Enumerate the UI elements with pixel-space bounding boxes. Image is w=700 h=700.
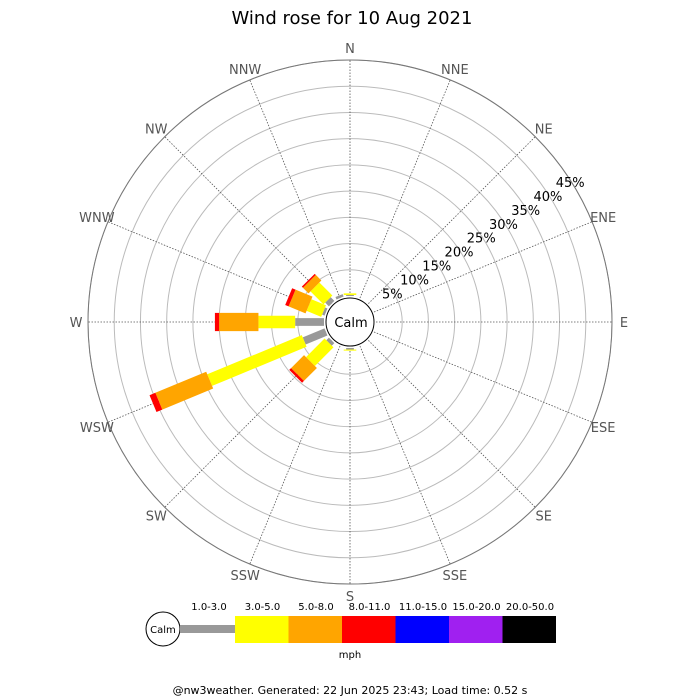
- bar-wsw-bin2: [207, 335, 307, 386]
- spoke-se: [368, 340, 536, 508]
- direction-label-nw: NW: [145, 122, 168, 137]
- percent-label: 35%: [511, 204, 540, 219]
- legend-swatch-bin7: [502, 616, 556, 643]
- legend-label-bin4: 8.0-11.0: [349, 602, 391, 613]
- bar-s-bin2: [343, 349, 357, 351]
- spoke-ene: [373, 221, 593, 313]
- spoke-ne: [368, 136, 536, 304]
- spoke-ssw: [249, 345, 341, 565]
- calm-circle: [325, 297, 375, 347]
- bar-nw-bin3: [302, 274, 322, 294]
- legend-calm-label: Calm: [150, 625, 176, 636]
- direction-label-n: N: [345, 42, 355, 57]
- direction-label-w: W: [70, 316, 83, 331]
- direction-label-sw: SW: [146, 510, 167, 525]
- bar-n-bin1: [346, 294, 354, 296]
- bar-nw-bin1: [325, 297, 335, 307]
- direction-label-ne: NE: [535, 122, 553, 137]
- spoke-nw: [164, 136, 332, 304]
- direction-label-wnw: WNW: [79, 211, 115, 226]
- legend-label-bin1: 1.0-3.0: [191, 602, 226, 613]
- bar-nw-bin4: [301, 273, 316, 288]
- radial-grid: [87, 59, 613, 585]
- legend-unit: mph: [339, 650, 361, 661]
- footer-text: @nw3weather. Generated: 22 Jun 2025 23:4…: [172, 684, 528, 697]
- wind-bars: [149, 273, 357, 413]
- legend-swatch-bin1: [180, 625, 235, 633]
- bar-sw-bin1: [326, 337, 335, 346]
- bar-w-bin1: [295, 318, 324, 326]
- bar-wnw-bin1: [322, 307, 328, 316]
- percent-labels: 5%10%15%20%25%30%35%40%45%: [382, 176, 585, 302]
- legend-label-bin7: 20.0-50.0: [506, 602, 554, 613]
- grid-ring: [113, 85, 587, 559]
- direction-label-nne: NNE: [441, 63, 469, 78]
- spoke-nne: [359, 79, 451, 299]
- direction-label-nnw: NNW: [229, 63, 261, 78]
- direction-label-ese: ESE: [591, 421, 616, 436]
- direction-label-sse: SSE: [442, 569, 467, 584]
- bar-wsw-bin4: [149, 392, 163, 413]
- direction-labels: N NNE NE ENE E ESE SE SSE S SSW SW WSW W WNW NW NNW: [70, 42, 629, 605]
- percent-label: 30%: [489, 218, 518, 233]
- direction-label-ene: ENE: [590, 211, 616, 226]
- spoke-nnw: [249, 79, 341, 299]
- bar-s-bin1: [346, 348, 354, 350]
- percent-label: 25%: [467, 232, 496, 247]
- direction-label-wsw: WSW: [80, 421, 114, 436]
- bar-nnw-bin1: [335, 294, 344, 300]
- legend-label-bin3: 5.0-8.0: [298, 602, 333, 613]
- legend-swatch-bin5: [395, 616, 449, 643]
- spoke-sse: [359, 345, 451, 565]
- legend-label-bin2: 3.0-5.0: [245, 602, 280, 613]
- direction-label-e: E: [620, 316, 628, 331]
- bar-sw-bin2: [306, 338, 334, 366]
- bar-w-bin3: [219, 312, 259, 332]
- legend-swatch-bin3: [288, 616, 342, 643]
- percent-label: 20%: [445, 246, 474, 261]
- legend-label-bin6: 15.0-20.0: [452, 602, 500, 613]
- legend-swatch-bin4: [342, 616, 396, 643]
- speed-legend: Calm 1.0-3.0 3.0-5.0 5.0-8.0 8.0-11.0 11.0-1…: [145, 602, 556, 647]
- calm-label: Calm: [334, 316, 367, 331]
- percent-label: 40%: [533, 190, 562, 205]
- bar-wsw-bin1: [302, 328, 328, 345]
- percent-label: 15%: [422, 260, 451, 275]
- percent-label: 5%: [382, 287, 403, 302]
- percent-label: 10%: [400, 273, 429, 288]
- bar-wsw-bin3: [155, 371, 214, 410]
- bar-wnw-bin4: [285, 288, 296, 307]
- spoke-ese: [373, 331, 593, 423]
- legend-swatch-bin2: [235, 616, 289, 643]
- outer-ring: [87, 59, 613, 585]
- percent-label: 45%: [556, 176, 585, 191]
- bar-sw-bin4: [289, 368, 304, 383]
- bar-nw-bin2: [310, 282, 333, 305]
- legend-label-bin5: 11.0-15.0: [399, 602, 447, 613]
- direction-label-s: S: [346, 590, 354, 605]
- grid-ring: [192, 164, 508, 480]
- bar-n-bin2: [343, 293, 357, 295]
- bar-w-bin2: [258, 315, 296, 329]
- direction-label-ssw: SSW: [230, 569, 260, 584]
- direction-label-se: SE: [536, 510, 552, 525]
- bar-wnw-bin2: [306, 299, 326, 317]
- bar-w-bin4: [214, 312, 220, 332]
- chart-title: Wind rose for 10 Aug 2021: [232, 8, 473, 29]
- legend-swatch-bin6: [449, 616, 503, 643]
- bar-wnw-bin3: [288, 289, 313, 314]
- bar-sw-bin3: [291, 355, 317, 381]
